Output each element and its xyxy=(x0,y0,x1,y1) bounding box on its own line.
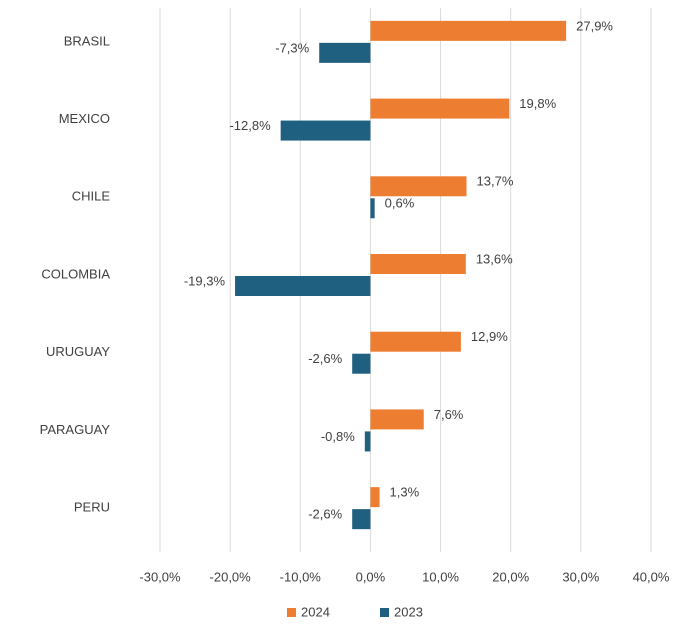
legend-swatch xyxy=(287,608,296,617)
bar xyxy=(370,331,461,352)
value-label: 7,6% xyxy=(434,407,464,422)
bar xyxy=(280,120,371,141)
x-tick-label: 10,0% xyxy=(422,569,459,584)
bar xyxy=(370,254,466,274)
value-label: -19,3% xyxy=(184,273,226,288)
x-tick-label: 40,0% xyxy=(633,569,670,584)
bar xyxy=(370,176,467,197)
value-label: -2,6% xyxy=(308,507,342,522)
x-tick-label: 30,0% xyxy=(562,569,599,584)
value-label: 19,8% xyxy=(519,96,556,111)
category-label: BRASIL xyxy=(64,33,110,48)
legend-label: 2024 xyxy=(301,604,330,619)
bar xyxy=(319,42,371,63)
bar xyxy=(370,198,375,219)
value-label: 27,9% xyxy=(576,18,613,33)
bar xyxy=(352,509,371,530)
x-tick-label: -30,0% xyxy=(139,569,181,584)
value-label: 13,7% xyxy=(477,174,514,189)
value-label: -7,3% xyxy=(275,40,309,55)
x-tick-label: 0,0% xyxy=(356,569,386,584)
x-tick-label: 20,0% xyxy=(492,569,529,584)
value-label: 12,9% xyxy=(471,329,508,344)
legend-swatch xyxy=(380,608,389,617)
x-tick-label: -10,0% xyxy=(280,569,322,584)
x-tick-label: -20,0% xyxy=(210,569,252,584)
bar xyxy=(235,276,371,296)
value-label: 1,3% xyxy=(390,485,420,500)
value-label: 0,6% xyxy=(385,196,415,211)
category-label: MEXICO xyxy=(59,111,110,126)
value-label: 13,6% xyxy=(476,251,513,266)
legend-label: 2023 xyxy=(394,604,423,619)
bar xyxy=(352,353,371,374)
category-label: PERU xyxy=(74,500,110,515)
bar xyxy=(370,98,510,119)
category-label: PARAGUAY xyxy=(40,422,111,437)
value-label: -2,6% xyxy=(308,351,342,366)
bar xyxy=(364,431,371,452)
value-label: -0,8% xyxy=(321,429,355,444)
category-label: CHILE xyxy=(72,189,111,204)
bar xyxy=(370,409,424,430)
category-label: URUGUAY xyxy=(46,344,110,359)
bar xyxy=(370,20,567,41)
category-label: COLOMBIA xyxy=(41,266,110,281)
value-label: -12,8% xyxy=(229,118,271,133)
bar xyxy=(370,487,380,508)
